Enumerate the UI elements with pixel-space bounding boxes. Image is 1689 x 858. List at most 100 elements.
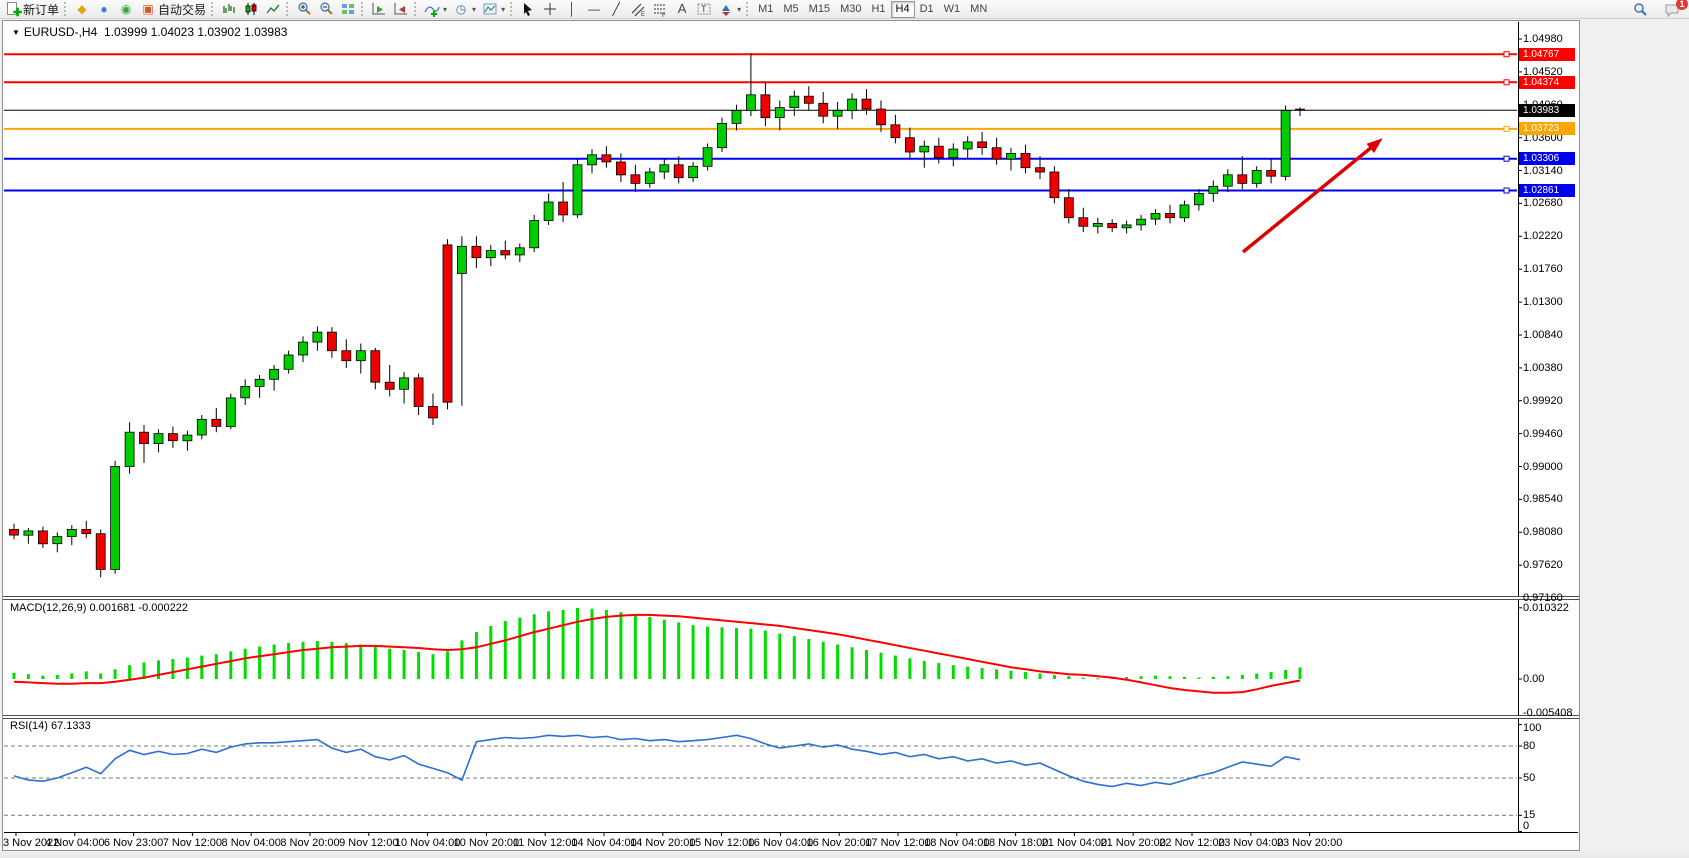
time-axis-label: 10 Nov 20:00 bbox=[453, 837, 520, 849]
timeframe-h1-button[interactable]: H1 bbox=[871, 3, 886, 15]
terminal-icon: ● bbox=[100, 2, 108, 16]
chart-window bbox=[2, 20, 1580, 851]
toolbar-grip bbox=[211, 2, 216, 16]
channel-button[interactable]: E bbox=[627, 1, 649, 18]
time-axis-label: 14 Nov 20:00 bbox=[630, 837, 696, 849]
label-button[interactable]: T bbox=[693, 1, 715, 18]
new-order-label: 新订单 bbox=[23, 2, 60, 17]
signals-button[interactable]: ◉ bbox=[115, 1, 137, 18]
svg-text:F: F bbox=[662, 13, 666, 17]
axis-tick-label: 1.02680 bbox=[1523, 197, 1563, 210]
axis-tick-label: 0.99460 bbox=[1523, 427, 1563, 440]
notification-badge: 1 bbox=[1676, 0, 1688, 10]
axis-tick-label: 0.99920 bbox=[1523, 394, 1563, 407]
cursor-button[interactable] bbox=[517, 1, 539, 18]
timeframe-w1-button[interactable]: W1 bbox=[943, 3, 961, 15]
tile-windows-button[interactable] bbox=[337, 1, 359, 18]
rsi-indicator-label: RSI(14) 67.1333 bbox=[10, 720, 91, 732]
horizontal-line-icon: — bbox=[588, 2, 601, 16]
candles-view-button[interactable] bbox=[240, 1, 262, 18]
rsi-15-label: 15 bbox=[1523, 809, 1536, 822]
time-axis-label: 11 Nov 12:00 bbox=[512, 837, 578, 849]
candlestick-chart-icon bbox=[243, 1, 259, 17]
autotrading-label: 自动交易 bbox=[158, 2, 207, 17]
macd-indicator-label: MACD(12,26,9) 0.001681 -0.000222 bbox=[10, 602, 188, 614]
price-line-label: 1.02861 bbox=[1519, 183, 1575, 197]
time-axis-label: 8 Nov 04:00 bbox=[221, 837, 281, 849]
arrows-shapes-icon bbox=[718, 1, 734, 17]
rsi-50-label: 50 bbox=[1523, 772, 1536, 784]
time-axis-label: 6 Nov 23:00 bbox=[103, 837, 164, 849]
auto-scroll-button[interactable] bbox=[368, 1, 390, 18]
fibonacci-button[interactable]: F bbox=[649, 1, 671, 19]
zoom-in-button[interactable] bbox=[293, 1, 315, 18]
axis-tick-label: 0.97160 bbox=[1523, 592, 1563, 605]
symbol-period-label: EURUSD-,H4 bbox=[23, 25, 98, 39]
new-order-button[interactable]: ✚ 新订单 bbox=[2, 1, 62, 19]
panel-separator-rsi[interactable] bbox=[3, 715, 1579, 719]
price-line-label: 1.04767 bbox=[1519, 47, 1575, 61]
time-axis-label: 10 Nov 04:00 bbox=[394, 837, 461, 849]
text-button[interactable]: A bbox=[671, 1, 693, 18]
rsi-0-label: 0 bbox=[1523, 820, 1530, 832]
timeframe-m1-button[interactable]: M1 bbox=[758, 3, 774, 15]
timeframe-m30-button[interactable]: M30 bbox=[840, 3, 862, 15]
templates-icon bbox=[482, 1, 498, 17]
window-margin bbox=[1581, 20, 1689, 858]
clock-icon: ◷ bbox=[455, 2, 467, 16]
toolbar-grip bbox=[510, 2, 515, 16]
chart-title: ▼ EURUSD-,H4 1.03999 1.04023 1.03902 1.03… bbox=[12, 25, 287, 39]
line-chart-icon bbox=[265, 1, 281, 17]
timeframe-group: M1 M5 M15 M30 H1 H4 D1 W1 MN bbox=[753, 0, 992, 18]
autotrading-button[interactable]: ▣ 自动交易 bbox=[137, 1, 209, 18]
timeframe-h4-button[interactable]: H4 bbox=[890, 0, 915, 18]
metaeditor-button[interactable]: ◆ bbox=[71, 1, 93, 18]
axis-tick-label: 0.97620 bbox=[1523, 559, 1563, 572]
time-axis-label: 17 Nov 12:00 bbox=[865, 837, 931, 849]
vertical-line-button[interactable]: │ bbox=[561, 1, 583, 18]
symbol-dropdown-icon[interactable]: ▼ bbox=[12, 28, 20, 37]
time-axis-label: 9 Nov 12:00 bbox=[339, 837, 399, 849]
timeframe-m5-button[interactable]: M5 bbox=[783, 3, 799, 15]
axis-tick-label: 1.01760 bbox=[1523, 263, 1563, 276]
indicators-button[interactable]: ▾ bbox=[421, 1, 450, 18]
panel-separator-macd[interactable] bbox=[3, 596, 1579, 600]
bars-view-button[interactable] bbox=[218, 1, 240, 18]
templates-button[interactable]: ▾ bbox=[479, 1, 508, 18]
time-axis-label: 21 Nov 04:00 bbox=[1041, 837, 1108, 849]
zoom-in-icon bbox=[296, 1, 312, 17]
search-button[interactable] bbox=[1629, 1, 1651, 18]
cursor-icon bbox=[520, 1, 536, 17]
rsi-80-label: 80 bbox=[1523, 739, 1536, 752]
terminal-button[interactable]: ● bbox=[93, 1, 115, 18]
chart-shift-icon bbox=[393, 1, 409, 17]
trendline-icon: ╱ bbox=[612, 2, 620, 16]
zoom-out-icon bbox=[318, 1, 334, 17]
periods-button[interactable]: ◷ ▾ bbox=[450, 1, 479, 18]
shapes-button[interactable]: ▾ bbox=[715, 1, 744, 18]
zoom-out-button[interactable] bbox=[315, 1, 337, 18]
axis-tick-label: 1.00840 bbox=[1523, 328, 1563, 341]
toolbar-grip bbox=[286, 2, 291, 16]
bar-chart-icon bbox=[221, 1, 237, 17]
line-view-button[interactable] bbox=[262, 1, 284, 18]
toolbar-grip bbox=[64, 2, 69, 16]
trendline-button[interactable]: ╱ bbox=[605, 1, 627, 18]
timeframe-mn-button[interactable]: MN bbox=[970, 3, 988, 15]
toolbar-grip bbox=[361, 2, 366, 16]
new-order-icon: ✚ bbox=[5, 1, 22, 19]
notifications-button[interactable]: 1 bbox=[1661, 0, 1688, 18]
vertical-line-icon: │ bbox=[568, 2, 576, 16]
horizontal-line-button[interactable]: — bbox=[583, 1, 605, 18]
chart-shift-button[interactable] bbox=[390, 1, 412, 18]
fibonacci-icon: F bbox=[652, 1, 668, 19]
price-line-label: 1.03723 bbox=[1519, 122, 1575, 136]
timeframe-m15-button[interactable]: M15 bbox=[808, 3, 831, 15]
crosshair-button[interactable] bbox=[539, 1, 561, 18]
rsi-100-label: 100 bbox=[1523, 722, 1542, 734]
axis-tick-label: 1.01300 bbox=[1523, 296, 1563, 309]
timeframe-d1-button[interactable]: D1 bbox=[919, 3, 934, 15]
time-axis-label: 16 Nov 20:00 bbox=[806, 837, 872, 849]
chevron-down-icon: ▾ bbox=[501, 4, 506, 14]
window-margin-bottom bbox=[0, 852, 1689, 858]
